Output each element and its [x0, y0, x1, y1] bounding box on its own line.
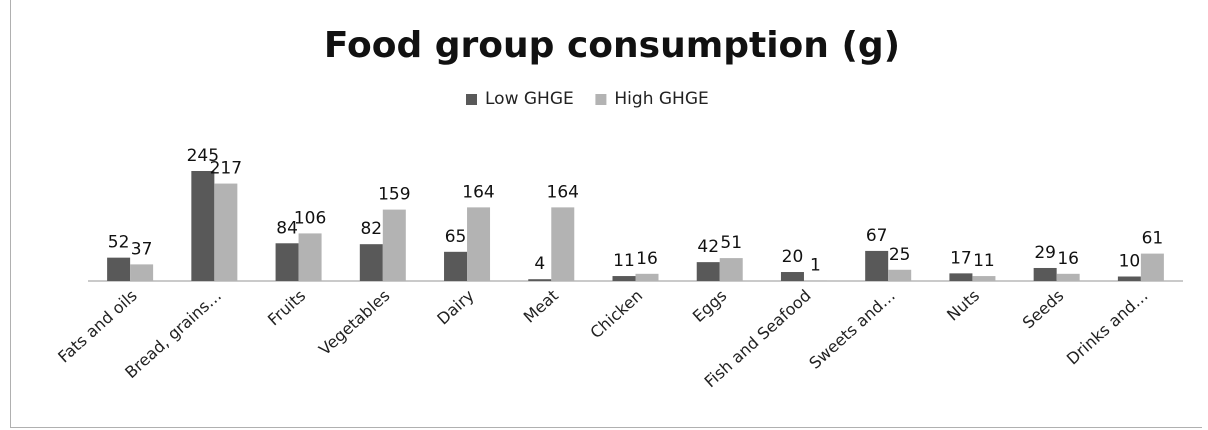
data-label-low-ghge-fish-and-seafood: 20: [782, 247, 804, 267]
data-label-low-ghge-fruits: 84: [276, 218, 298, 238]
data-label-low-ghge-vegetables: 82: [360, 219, 382, 239]
data-label-high-ghge-fats-and-oils: 37: [131, 239, 153, 259]
bar-high-ghge-chicken: [635, 273, 659, 281]
bar-low-ghge-sweets-and: [865, 250, 889, 281]
data-label-high-ghge-fruits: 106: [294, 208, 326, 228]
bar-high-ghge-drinks-and: [1140, 253, 1164, 281]
tick-label-meat: Meat: [520, 286, 562, 327]
bar-high-ghge-fruits: [298, 233, 322, 281]
bar-low-ghge-chicken: [612, 276, 636, 281]
tick-label-dairy: Dairy: [433, 286, 477, 329]
tick-label-sweets-and: Sweets and…: [805, 286, 899, 373]
bar-low-ghge-seeds: [1033, 267, 1057, 281]
legend-label-low-ghge: Low GHGE: [485, 89, 574, 109]
bar-high-ghge-vegetables: [382, 209, 406, 281]
tick-label-seeds: Seeds: [1019, 286, 1068, 332]
data-label-low-ghge-sweets-and: 67: [866, 226, 888, 246]
data-label-high-ghge-sweets-and: 25: [889, 245, 911, 265]
tick-label-nuts: Nuts: [943, 286, 983, 325]
bars-group: [107, 171, 1164, 281]
chart-title: Food group consumption (g): [324, 25, 900, 66]
data-label-low-ghge-eggs: 42: [697, 237, 719, 257]
tick-label-fruits: Fruits: [264, 286, 309, 329]
tick-label-vegetables: Vegetables: [315, 286, 393, 359]
bar-low-ghge-fruits: [275, 243, 299, 281]
bar-low-ghge-nuts: [949, 273, 973, 281]
data-label-low-ghge-dairy: 65: [445, 227, 467, 247]
tick-label-drinks-and: Drinks and…: [1063, 286, 1152, 369]
data-label-high-ghge-eggs: 51: [720, 233, 742, 253]
data-label-high-ghge-fish-and-seafood: 1: [810, 256, 821, 276]
data-label-high-ghge-seeds: 16: [1057, 249, 1079, 269]
bar-low-ghge-drinks-and: [1117, 276, 1141, 281]
legend-swatch-high-ghge: [595, 94, 607, 105]
tick-label-fats-and-oils: Fats and oils: [54, 286, 141, 367]
bar-high-ghge-eggs: [719, 258, 743, 281]
data-label-high-ghge-nuts: 11: [973, 251, 995, 271]
bar-high-ghge-nuts: [972, 276, 996, 281]
bar-low-ghge-dairy: [444, 251, 468, 281]
bar-high-ghge-seeds: [1056, 273, 1080, 281]
tick-label-chicken: Chicken: [586, 286, 646, 342]
tick-label-eggs: Eggs: [689, 286, 731, 326]
data-label-low-ghge-fats-and-oils: 52: [108, 233, 130, 253]
data-label-low-ghge-meat: 4: [534, 254, 545, 274]
bar-low-ghge-fats-and-oils: [107, 257, 131, 281]
data-label-low-ghge-bread-grains: 245: [187, 146, 219, 166]
data-label-high-ghge-chicken: 16: [636, 249, 658, 269]
data-label-low-ghge-seeds: 29: [1034, 243, 1056, 263]
legend-swatch-low-ghge: [466, 94, 477, 105]
bar-high-ghge-fats-and-oils: [130, 264, 154, 281]
bar-high-ghge-dairy: [467, 207, 491, 281]
data-label-high-ghge-meat: 164: [547, 182, 579, 202]
bar-low-ghge-bread-grains: [191, 171, 215, 281]
bar-high-ghge-meat: [551, 207, 575, 281]
legend: Low GHGE High GHGE: [466, 89, 709, 109]
data-label-low-ghge-drinks-and: 10: [1119, 252, 1141, 272]
data-label-low-ghge-chicken: 11: [613, 251, 635, 271]
data-label-high-ghge-drinks-and: 61: [1142, 229, 1164, 249]
data-label-high-ghge-bread-grains: 217: [210, 159, 242, 179]
bar-low-ghge-eggs: [696, 262, 720, 281]
bar-high-ghge-sweets-and: [888, 269, 912, 281]
bar-low-ghge-meat: [528, 279, 552, 281]
bar-low-ghge-fish-and-seafood: [780, 272, 804, 281]
data-label-high-ghge-dairy: 164: [462, 182, 494, 202]
data-label-high-ghge-vegetables: 159: [378, 185, 410, 205]
legend-label-high-ghge: High GHGE: [614, 89, 708, 109]
bar-high-ghge-bread-grains: [214, 183, 238, 281]
data-label-low-ghge-nuts: 17: [950, 248, 972, 268]
bar-low-ghge-vegetables: [359, 244, 383, 281]
